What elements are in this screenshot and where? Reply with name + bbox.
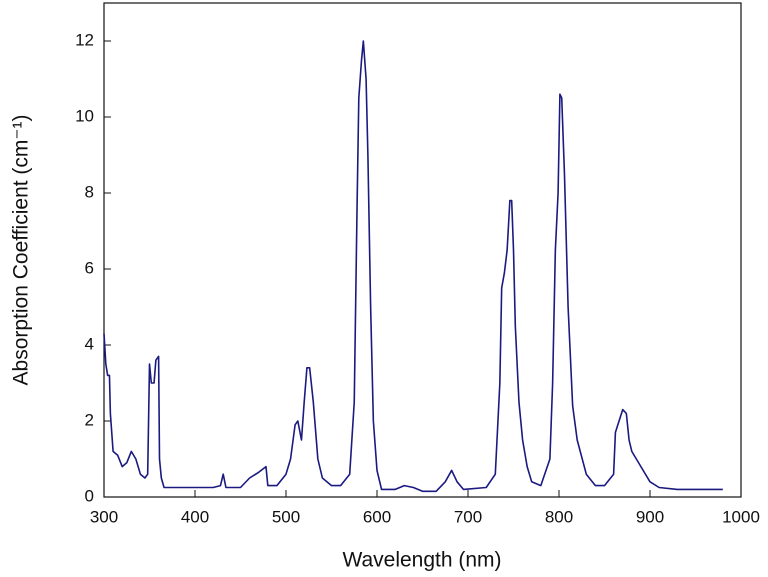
y-tick-label: 2 (85, 410, 94, 429)
y-tick-label: 4 (85, 334, 94, 353)
y-tick-label: 0 (85, 486, 94, 505)
y-axis-title: Absorption Coefficient (cm⁻¹) (10, 115, 33, 386)
x-tick-label: 800 (545, 507, 573, 526)
y-tick-label: 10 (75, 106, 94, 125)
y-tick-label: 12 (75, 30, 94, 49)
x-tick-label: 700 (454, 507, 482, 526)
x-tick-label: 1000 (722, 507, 760, 526)
x-axis-title: Wavelength (nm) (342, 549, 501, 572)
y-tick-label: 8 (85, 182, 94, 201)
plot-frame (103, 2, 742, 498)
x-tick-label: 500 (272, 507, 300, 526)
x-tick-label: 900 (636, 507, 664, 526)
data-line (103, 40, 723, 493)
x-tick-label: 300 (90, 507, 118, 526)
x-tick-label: 400 (181, 507, 209, 526)
x-tick-label: 600 (363, 507, 391, 526)
y-tick-label: 6 (85, 258, 94, 277)
